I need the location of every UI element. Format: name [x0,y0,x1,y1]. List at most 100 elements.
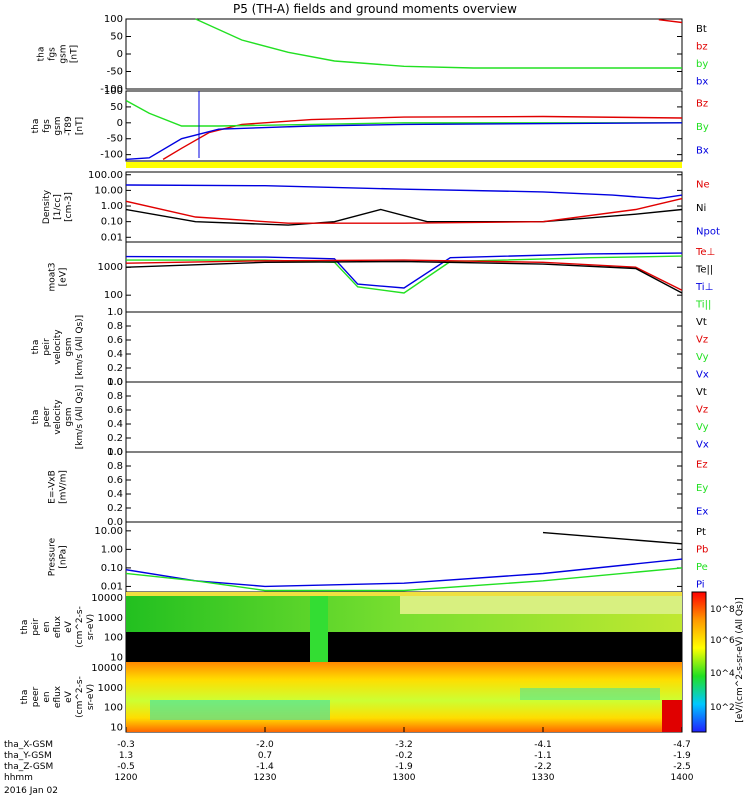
electron-spectrogram [126,662,682,732]
series-line-fgs-1 [658,19,683,24]
series-line-density-6 [125,208,683,226]
x-row-value: -0.5 [117,762,135,772]
y-axis-label-line: tha [31,119,41,134]
panel-peir_vel: 1.0 0.8 0.6 0.4 0.2 0.0 tha peir velocity gsm [km/… [31,307,709,388]
y-tick-label: 10.00 [94,526,123,537]
y-tick-label: 100 [104,14,123,25]
y-axis-label-line: eV [64,620,74,633]
y-tick-label: 100 [104,290,123,301]
legend-entry: Vy [696,352,709,363]
legend-entry: Vz [696,404,708,415]
y-tick-label: 10000 [91,663,123,674]
y-axis-label-line: tha [31,340,41,355]
y-axis-label-line: fgs [42,119,52,133]
y-axis-label-line: [mV/m] [59,470,69,504]
legend-entry: By [696,122,709,133]
y-tick-label: 0.10 [101,563,123,574]
legend-entry: Pi [696,579,705,590]
panel-frame [125,18,683,90]
y-axis-label-line: en [42,691,52,702]
y-axis-label-line: eflux [53,615,63,638]
y-tick-label: 0 [117,49,123,60]
panel-frame [125,381,683,453]
y-tick-label: 0.0 [107,377,123,388]
x-row-label: tha_Y-GSM [4,751,52,761]
y-tick-label: 100.00 [88,170,123,181]
y-tick-label: -100 [100,84,123,95]
legend-entry: Bx [696,145,709,156]
legend-entry: Vx [696,369,709,380]
panel-frame [125,451,683,523]
y-tick-label: 0.8 [107,461,123,472]
y-tick-label: 0.6 [107,335,123,346]
x-row-value: 1300 [393,773,416,783]
y-tick-label: 0.0 [107,447,123,458]
y-axis-label-line: peir [31,618,41,636]
y-tick-label: 1000 [98,683,123,694]
colorbar-tick-1: 10^8 [710,605,735,615]
x-row-value: -2.2 [534,762,552,772]
y-axis-label-line: Pressure [48,537,58,576]
y-tick-label: 0.01 [101,232,123,243]
y-tick-label: 100 [104,703,123,714]
x-row-value: -2.5 [673,762,691,772]
y-tick-label: 0.2 [107,433,123,444]
x-row-value: -2.0 [256,740,274,750]
legend-entry: Ey [696,483,708,494]
y-tick-label: 0 [117,118,123,129]
legend-entry: Vt [696,387,707,398]
panel-density: 100.00 10.00 1.00 0.10 0.01 Density [1/cc] [cm-… [42,170,720,244]
y-axis-label-line: [km/s (All Qs)] [75,315,85,379]
y-tick-label: 0.0 [107,517,123,528]
panel-pressure: 10.00 1.00 0.10 0.01 Pressure [nPa] Pt Pb Pe Pi [48,521,708,593]
series-line-temp-11 [125,260,683,294]
x-row-value: -0.2 [395,751,413,761]
series-line-density-5 [125,184,683,200]
series-line-temp-8 [125,252,683,289]
panel-frame [125,171,683,243]
legend-entry: Vz [696,334,708,345]
legend-entry: Ti|| [695,299,711,310]
y-tick-label: 10 [110,653,123,664]
x-row-value: 1400 [671,773,694,783]
y-tick-label: 0.6 [107,475,123,486]
x-row-value: -0.3 [117,740,135,750]
y-axis-label-line: moat3 [48,262,58,291]
x-row-value: 1.3 [119,751,133,761]
legend-entry: Bz [696,99,708,110]
y-tick-label: 1.0 [107,447,123,458]
y-tick-label: 0.8 [107,391,123,402]
y-axis-label-line: -T89 [64,116,74,136]
legend-entry: bx [696,76,708,87]
panel-frame [125,241,683,313]
x-row-label: hhmm [4,773,33,783]
panel-peer_vel: 1.0 0.8 0.6 0.4 0.2 0.0 tha peer velocity gsm [km/… [31,377,709,458]
legend-entry: bz [696,41,708,52]
y-tick-label: 50 [110,32,123,43]
x-row-value: -1.4 [256,762,274,772]
y-axis-label-line: [eV] [59,268,69,287]
legend-entry: Ni [696,203,706,214]
y-tick-label: 0.4 [107,489,123,500]
panel-temp: 1000 100 moat3 [eV] Te⊥ Te|| Ti⊥ Ti|| [48,241,715,313]
legend-entry: Te⊥ [695,247,715,258]
x-row-value: 1230 [254,773,277,783]
legend-entry: Vy [696,422,709,433]
y-axis-label-line: tha [31,410,41,425]
y-tick-label: 0.10 [101,217,123,228]
y-axis-label-line: gsm [64,337,74,356]
y-tick-label: 1000 [98,262,123,273]
y-tick-label: -50 [107,134,123,145]
y-tick-label: 1000 [98,613,123,624]
legend-entry: Npot [696,226,720,237]
y-tick-label: 10 [110,723,123,734]
y-axis-label-line: [nT] [70,45,80,63]
y-tick-label: 50 [110,102,123,113]
series-line-fgs_dip-4 [125,122,683,161]
y-axis-label-line: eflux [53,685,63,708]
x-row-value: -1.9 [673,751,691,761]
series-line-fgs-0 [195,18,682,69]
colorbar: 10^8 10^6 10^4 10^2 [eV/(cm^2-s-sr-eV) (… [691,591,745,733]
y-axis-label-line: (cm^2-s- [75,606,85,648]
y-tick-label: 0.2 [107,503,123,514]
